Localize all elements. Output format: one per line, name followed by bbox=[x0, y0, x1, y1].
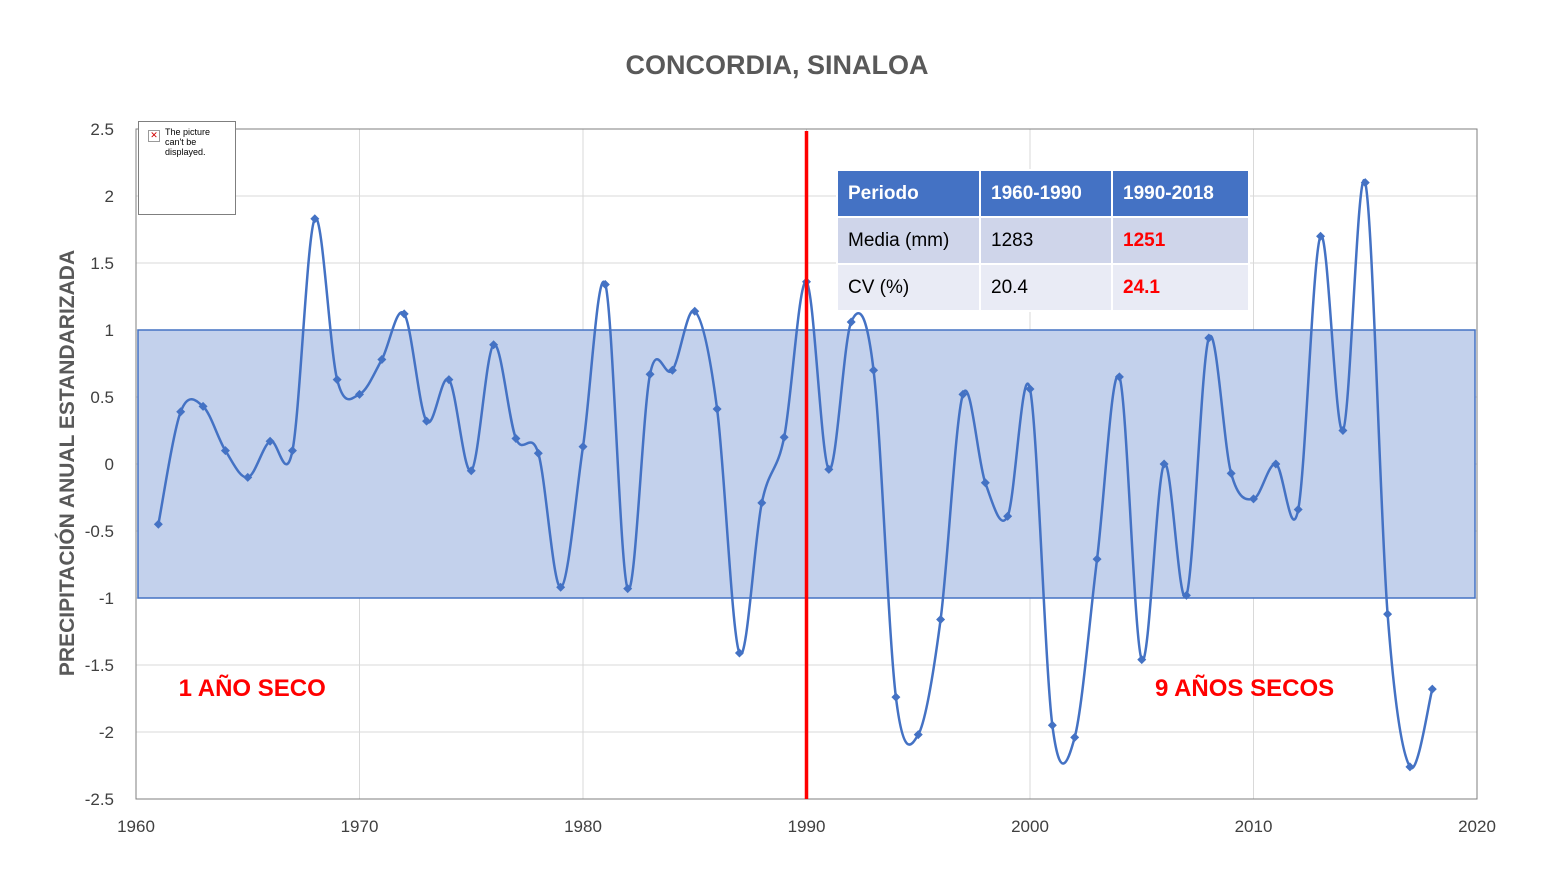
data-point bbox=[1159, 459, 1169, 469]
x-tick-label: 1960 bbox=[117, 817, 155, 836]
data-point bbox=[1025, 384, 1035, 394]
y-tick-label: -2 bbox=[99, 723, 114, 742]
data-point bbox=[355, 389, 364, 399]
data-point bbox=[243, 472, 253, 482]
broken-image-icon: ✕ bbox=[148, 130, 160, 142]
data-point bbox=[757, 498, 767, 508]
data-point bbox=[1226, 468, 1236, 478]
stats-cell: 1283 bbox=[979, 216, 1113, 265]
stats-cell: CV (%) bbox=[836, 263, 981, 312]
data-point bbox=[511, 434, 521, 444]
data-point bbox=[1383, 609, 1393, 619]
data-point bbox=[1070, 732, 1080, 742]
data-point bbox=[1137, 655, 1147, 665]
data-point bbox=[377, 354, 387, 364]
y-axis-label: PRECIPITACIÓN ANUAL ESTANDARIZADA bbox=[55, 250, 79, 676]
data-point bbox=[1360, 178, 1370, 188]
y-tick-label: -0.5 bbox=[85, 522, 114, 541]
data-point bbox=[1092, 554, 1102, 564]
y-tick-label: -1 bbox=[99, 589, 114, 608]
data-point bbox=[422, 416, 432, 426]
data-point bbox=[1204, 333, 1214, 343]
y-tick-label: 0 bbox=[105, 455, 114, 474]
series bbox=[153, 178, 1437, 772]
stats-header-row: Periodo 1960-1990 1990-2018 bbox=[836, 169, 1250, 218]
data-point bbox=[645, 369, 655, 379]
x-tick-label: 2020 bbox=[1458, 817, 1496, 836]
data-point bbox=[734, 648, 744, 658]
data-point bbox=[444, 375, 454, 385]
y-tick-label: 1.5 bbox=[90, 254, 114, 273]
annotations: 1 AÑO SECO 9 AÑOS SECOS bbox=[179, 674, 1334, 702]
x-tick-label: 2010 bbox=[1235, 817, 1273, 836]
data-point bbox=[153, 519, 163, 529]
data-point bbox=[779, 432, 789, 442]
data-point bbox=[399, 309, 409, 319]
data-point bbox=[824, 464, 834, 474]
y-tick-label: 2 bbox=[105, 187, 114, 206]
stats-cell: 20.4 bbox=[979, 263, 1113, 312]
data-point bbox=[600, 279, 610, 289]
x-tick-label: 1980 bbox=[564, 817, 602, 836]
data-point bbox=[1003, 511, 1013, 521]
data-point bbox=[332, 375, 342, 385]
stats-cell: 1251 bbox=[1111, 216, 1250, 265]
annotation-label: 1 AÑO SECO bbox=[179, 674, 326, 702]
data-point bbox=[1293, 505, 1303, 515]
data-point bbox=[1338, 426, 1348, 435]
data-point bbox=[958, 389, 968, 399]
data-point bbox=[1427, 684, 1437, 694]
data-point bbox=[198, 401, 208, 411]
stats-row-cv: CV (%) 20.4 24.1 bbox=[836, 263, 1250, 312]
data-point bbox=[1316, 231, 1326, 241]
placeholder-text: The picture can't be displayed. bbox=[165, 127, 211, 157]
data-point bbox=[1405, 762, 1415, 772]
stats-table: Periodo 1960-1990 1990-2018 Media (mm) 1… bbox=[836, 169, 1250, 312]
data-point bbox=[287, 446, 297, 456]
y-tick-label: 2.5 bbox=[90, 120, 114, 139]
data-point bbox=[533, 448, 543, 458]
stats-header: 1960-1990 bbox=[979, 169, 1113, 218]
stats-row-media: Media (mm) 1283 1251 bbox=[836, 216, 1250, 265]
y-tick-label: 1 bbox=[105, 321, 114, 340]
data-point bbox=[712, 404, 722, 414]
x-tick-label: 2000 bbox=[1011, 817, 1049, 836]
data-point bbox=[913, 730, 923, 740]
y-tick-label: -1.5 bbox=[85, 656, 114, 675]
data-point bbox=[1047, 720, 1057, 730]
data-point bbox=[265, 436, 275, 446]
stats-header: 1990-2018 bbox=[1111, 169, 1250, 218]
data-point bbox=[1181, 590, 1191, 600]
data-point bbox=[1249, 494, 1258, 504]
chart-title: CONCORDIA, SINALOA bbox=[626, 50, 929, 80]
data-point bbox=[176, 407, 186, 417]
stats-cell: 24.1 bbox=[1111, 263, 1250, 312]
data-point bbox=[690, 306, 700, 316]
image-placeholder: ✕ The picture can't be displayed. bbox=[138, 121, 236, 215]
data-point bbox=[466, 466, 476, 476]
data-point bbox=[489, 340, 499, 350]
stats-header: Periodo bbox=[836, 169, 981, 218]
x-tick-label: 1990 bbox=[788, 817, 826, 836]
data-point bbox=[891, 692, 901, 702]
data-point bbox=[846, 317, 856, 327]
data-point bbox=[310, 214, 320, 224]
data-point bbox=[1271, 459, 1281, 469]
stats-cell: Media (mm) bbox=[836, 216, 981, 265]
y-tick-label: 0.5 bbox=[90, 388, 114, 407]
annotation-label: 9 AÑOS SECOS bbox=[1155, 674, 1334, 702]
data-point bbox=[578, 442, 588, 452]
data-point bbox=[936, 614, 946, 624]
data-point bbox=[980, 478, 990, 488]
data-point bbox=[869, 365, 879, 375]
x-tick-label: 1970 bbox=[341, 817, 379, 836]
data-point bbox=[556, 582, 566, 592]
data-point bbox=[623, 584, 633, 594]
data-point bbox=[667, 365, 677, 375]
y-tick-label: -2.5 bbox=[85, 790, 114, 809]
data-point bbox=[1114, 372, 1124, 382]
data-point bbox=[220, 446, 230, 456]
